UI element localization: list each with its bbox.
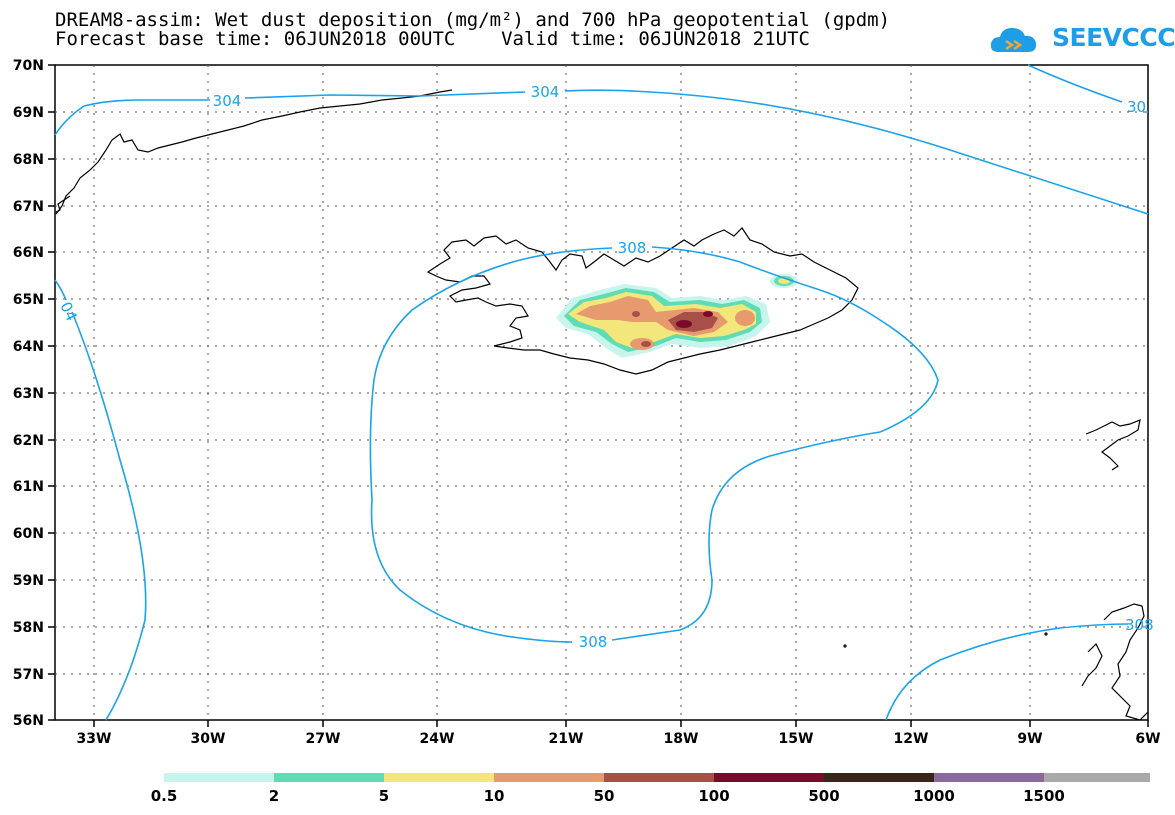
lon-label: 30W: [191, 731, 226, 747]
colorbar-label: 1500: [1023, 787, 1065, 805]
forecast-times: Forecast base time: 06JUN2018 00UTC Vali…: [55, 28, 810, 50]
iceland-coastline: [426, 227, 859, 375]
lat-label: 58N: [13, 620, 44, 636]
lon-label: 33W: [77, 731, 112, 747]
dust-deposition-field: [556, 274, 798, 358]
latitude-labels: 70N 69N 68N 67N 66N 65N 64N 63N 62N 61N …: [13, 58, 44, 729]
colorbar-swatch: [824, 773, 934, 782]
dust-level-100: [676, 320, 692, 328]
lat-label: 65N: [13, 292, 44, 308]
longitude-labels: 33W 30W 27W 24W 21W 18W 15W 12W 9W 6W: [77, 731, 1161, 747]
faroe-islands-coastline: [1085, 419, 1141, 471]
lon-label: 21W: [549, 731, 584, 747]
hebrides-coastline: [1081, 642, 1103, 687]
lon-label: 24W: [420, 731, 455, 747]
lat-label: 68N: [13, 152, 44, 168]
contour-308-loop: [369, 246, 939, 643]
logo-text: SEEVCCC: [1052, 23, 1175, 52]
contour-304-northeast: [1027, 64, 1148, 113]
contour-label-308: 308: [618, 239, 647, 257]
colorbar-label: 100: [698, 787, 729, 805]
lat-label: 63N: [13, 386, 44, 402]
graticule: [55, 65, 1148, 720]
lat-label: 67N: [13, 199, 44, 215]
dust-level-50: [641, 341, 651, 347]
lat-label: 57N: [13, 667, 44, 683]
colorbar-label: 1000: [913, 787, 955, 805]
lat-label: 62N: [13, 433, 44, 449]
contour-label-304: 30: [1127, 98, 1146, 116]
lat-label: 61N: [13, 479, 44, 495]
dust-level-100: [703, 311, 713, 317]
contour-label-308: 308: [579, 633, 608, 651]
contour-label-304: 304: [213, 92, 242, 110]
contour-304-north: [54, 89, 1149, 215]
colorbar-swatch: [714, 773, 824, 782]
colorbar-swatch: [934, 773, 1044, 782]
lat-label: 64N: [13, 339, 44, 355]
cloud-logo-icon: [990, 28, 1037, 52]
contour-label-304: 304: [531, 83, 560, 101]
colorbar-swatch: [494, 773, 604, 782]
dust-level-50: [632, 311, 640, 317]
colorbar-label: 500: [808, 787, 839, 805]
colorbar-swatch: [274, 773, 384, 782]
lon-label: 6W: [1135, 731, 1160, 747]
lat-label: 60N: [13, 526, 44, 542]
colorbar-labels: 0.5 2 5 10 50 100 500 1000 1500: [151, 787, 1065, 805]
geopotential-contours: [54, 64, 1149, 721]
lon-label: 27W: [306, 731, 341, 747]
contour-label-304: 04: [56, 299, 80, 324]
greenland-coastline: [55, 89, 453, 215]
rockall-icon: [843, 644, 847, 648]
lat-label: 66N: [13, 245, 44, 261]
greenland-coastline: [55, 195, 71, 213]
colorbar-swatch: [164, 773, 274, 782]
contour-label-308: 308: [1125, 616, 1154, 634]
lat-label: 69N: [13, 105, 44, 121]
contour-labels: 304 304 30 308 04 308 308: [56, 83, 1153, 651]
islet-icon: [1044, 632, 1048, 636]
map-title: DREAM8-assim: Wet dust deposition (mg/m²…: [55, 9, 891, 31]
colorbar-label: 0.5: [151, 787, 178, 805]
scotland-coastline: [1103, 603, 1149, 721]
colorbar: [164, 773, 1150, 782]
colorbar-label: 10: [484, 787, 505, 805]
contour-308-southeast: [885, 623, 1129, 721]
colorbar-swatch: [384, 773, 494, 782]
colorbar-swatch: [1044, 773, 1150, 782]
lon-label: 12W: [894, 731, 929, 747]
lon-label: 18W: [664, 731, 699, 747]
colorbar-label: 5: [379, 787, 389, 805]
colorbar-swatch: [604, 773, 714, 782]
dust-level-10: [735, 310, 755, 326]
coastlines: [55, 89, 1149, 721]
lon-label: 9W: [1017, 731, 1042, 747]
lon-label: 15W: [779, 731, 814, 747]
axis-ticks: [48, 64, 1149, 727]
contour-304-west: [54, 279, 147, 721]
lat-label: 70N: [13, 58, 44, 74]
lat-label: 59N: [13, 573, 44, 589]
colorbar-label: 50: [594, 787, 615, 805]
colorbar-label: 2: [269, 787, 279, 805]
lat-label: 56N: [13, 713, 44, 729]
